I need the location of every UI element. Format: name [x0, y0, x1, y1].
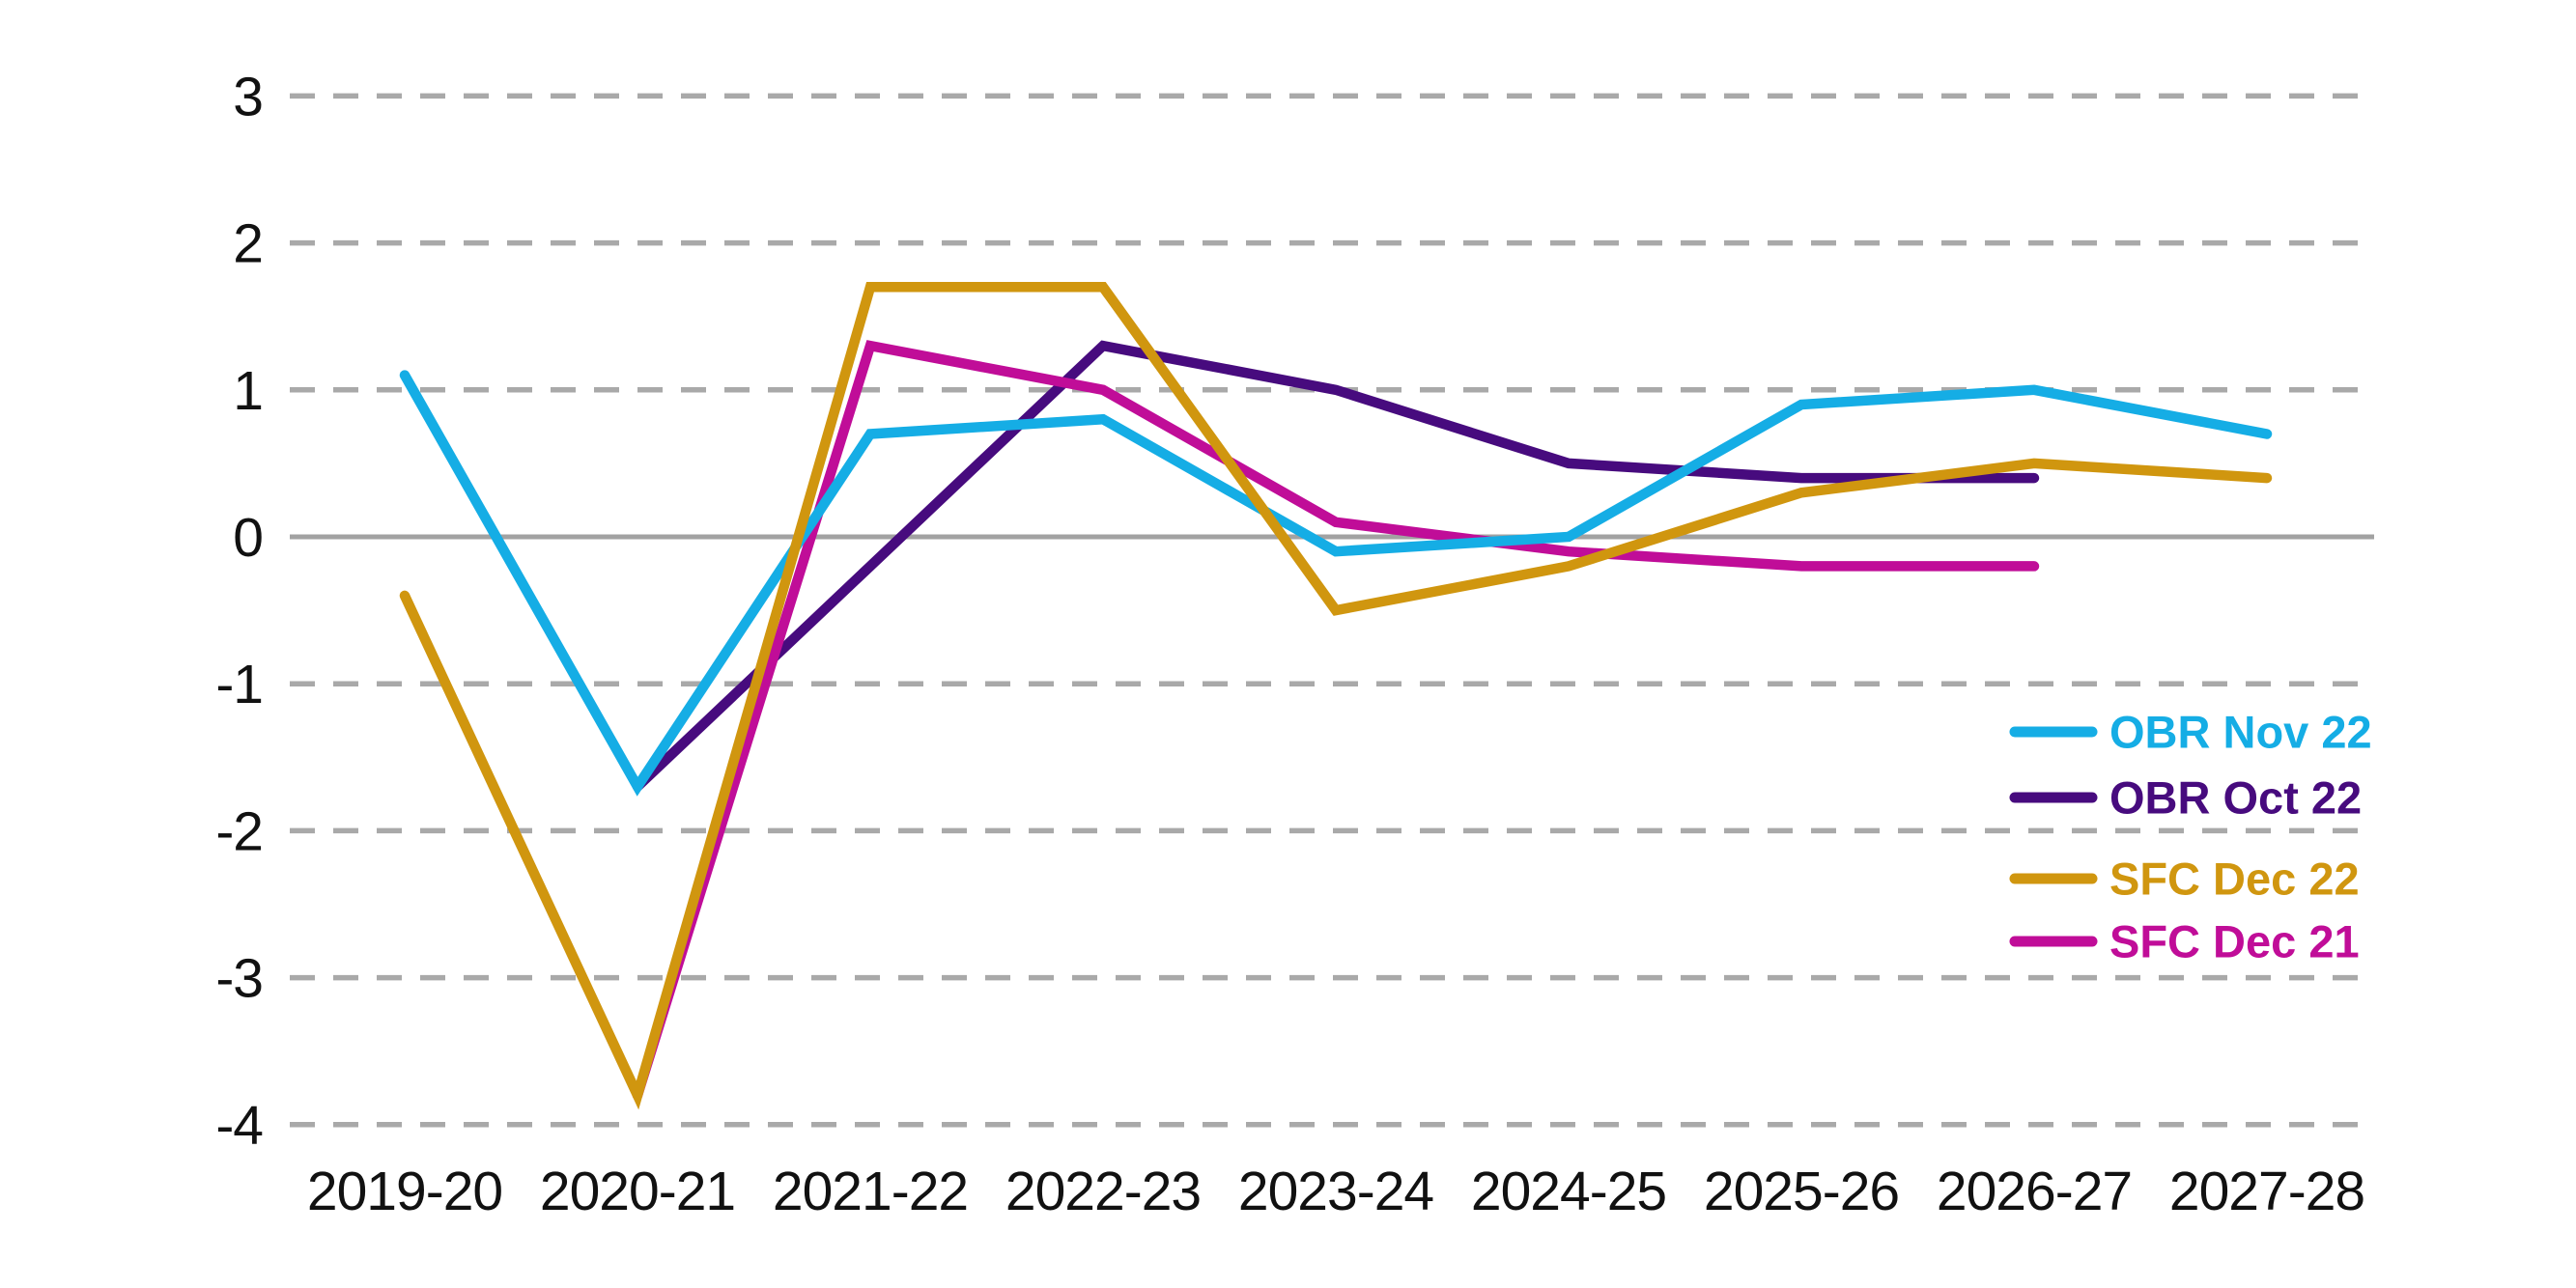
- x-tick-label-2021-22: 2021-22: [773, 1161, 968, 1222]
- x-tick-label-2022-23: 2022-23: [1005, 1161, 1201, 1222]
- y-tick-label--3: -3: [215, 948, 263, 1010]
- x-tick-label-2019-20: 2019-20: [307, 1161, 502, 1222]
- x-tick-label-2024-25: 2024-25: [1471, 1161, 1666, 1222]
- x-tick-label-2023-24: 2023-24: [1238, 1161, 1433, 1222]
- legend-label-obr-oct-22: OBR Oct 22: [2109, 771, 2362, 823]
- x-tick-label-2026-27: 2026-27: [1937, 1161, 2132, 1222]
- legend-label-sfc-dec-22: SFC Dec 22: [2109, 853, 2360, 904]
- y-tick-label--1: -1: [215, 654, 263, 715]
- y-tick-label--4: -4: [215, 1095, 263, 1157]
- legend-label-sfc-dec-21: SFC Dec 21: [2109, 915, 2360, 966]
- x-tick-label-2027-28: 2027-28: [2169, 1161, 2364, 1222]
- x-tick-label-2020-21: 2020-21: [540, 1161, 735, 1222]
- y-tick-label-3: 3: [233, 66, 263, 127]
- series-line-obr-oct-22: [632, 340, 2040, 792]
- series-line-obr-nov-22: [399, 370, 2273, 797]
- y-tick-label-2: 2: [233, 213, 263, 275]
- legend-label-obr-nov-22: OBR Nov 22: [2109, 706, 2372, 757]
- y-tick-label-1: 1: [233, 360, 263, 422]
- y-tick-label-0: 0: [233, 507, 263, 569]
- y-tick-label--2: -2: [215, 800, 263, 862]
- series-line-sfc-dec-22: [399, 282, 2273, 1110]
- x-tick-label-2025-26: 2025-26: [1704, 1161, 1899, 1222]
- series-line-sfc-dec-21: [632, 340, 2040, 1101]
